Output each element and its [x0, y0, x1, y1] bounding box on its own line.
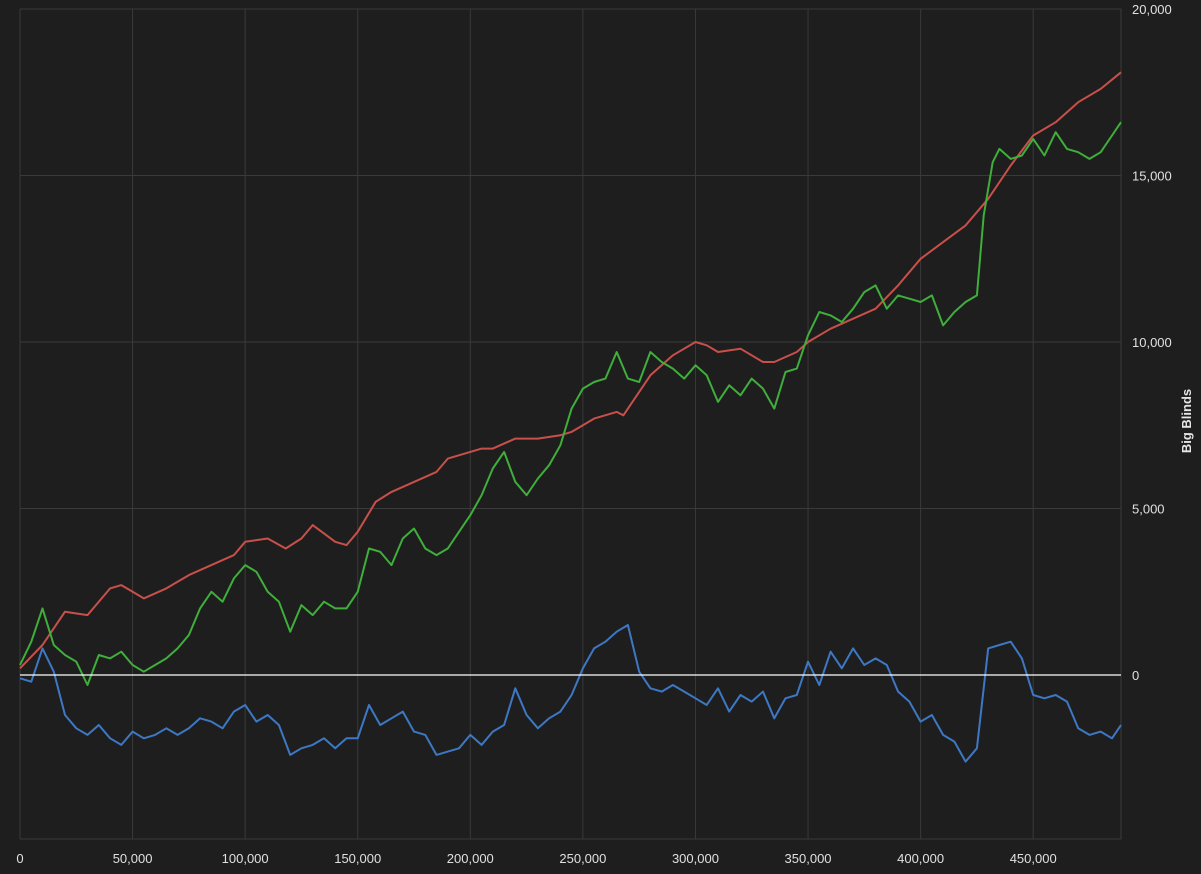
- x-tick-label: 400,000: [897, 851, 944, 866]
- x-tick-label: 0: [16, 851, 23, 866]
- x-tick-label: 350,000: [785, 851, 832, 866]
- grid-lines: [19, 8, 1122, 840]
- y-tick-label: 15,000: [1132, 169, 1172, 184]
- y-tick-label: 0: [1132, 668, 1139, 683]
- x-tick-label: 450,000: [1010, 851, 1057, 866]
- net-winnings-line: [19, 121, 1122, 686]
- y-axis-title: Big Blinds: [1179, 389, 1194, 453]
- x-tick-label: 200,000: [447, 851, 494, 866]
- x-tick-label: 50,000: [113, 851, 153, 866]
- x-tick-label: 150,000: [334, 851, 381, 866]
- expected-winnings-line: [19, 71, 1122, 669]
- y-tick-label: 20,000: [1132, 2, 1172, 17]
- y-tick-labels: 0 5,000 10,000 15,000 20,000: [1132, 2, 1172, 683]
- x-tick-label: 100,000: [222, 851, 269, 866]
- x-tick-label: 250,000: [559, 851, 606, 866]
- y-tick-label: 5,000: [1132, 502, 1165, 517]
- x-tick-labels: 0 50,000 100,000 150,000 200,000 250,000 300,0…: [16, 851, 1056, 866]
- series-lines: [19, 71, 1122, 763]
- y-tick-label: 10,000: [1132, 335, 1172, 350]
- non-showdown-winnings-line: [19, 624, 1122, 763]
- x-tick-label: 300,000: [672, 851, 719, 866]
